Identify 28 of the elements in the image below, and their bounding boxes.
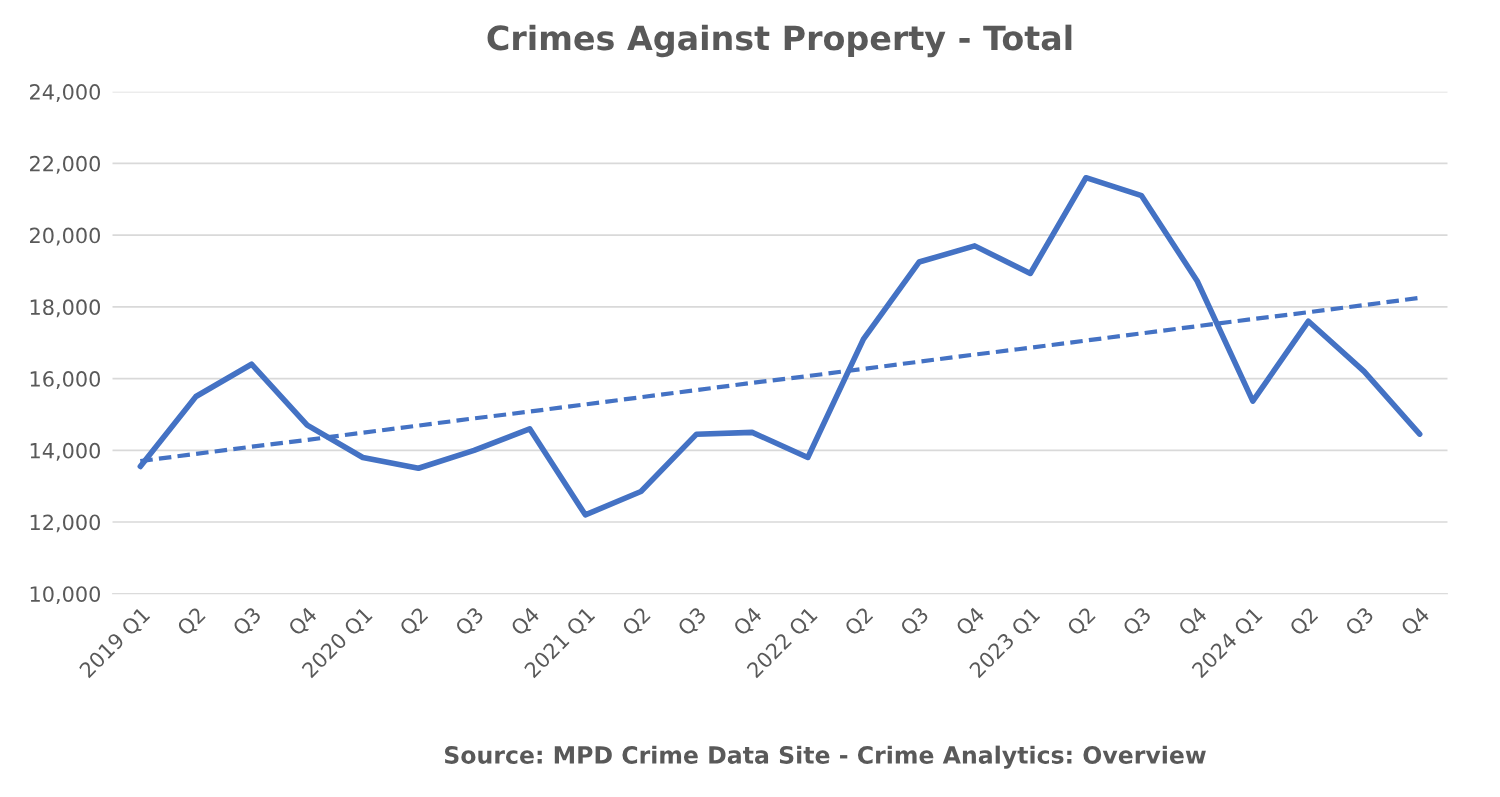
x-tick-label: Q4 xyxy=(1399,605,1432,639)
y-tick-label: 10,000 xyxy=(30,586,101,605)
x-tick-label: Q3 xyxy=(454,606,486,639)
x-tick-label: Q4 xyxy=(954,605,987,639)
y-tick-label: 24,000 xyxy=(30,84,101,102)
x-tick-label: Q2 xyxy=(621,606,653,639)
y-tick-label: 16,000 xyxy=(30,371,101,389)
x-tick-label: Q3 xyxy=(1121,606,1154,639)
y-tick-label: 20,000 xyxy=(30,227,101,246)
x-tick-label: Q2 xyxy=(1288,606,1321,639)
source-note: Source: MPD Crime Data Site - Crime Analytics: Overview xyxy=(444,745,1206,769)
x-tick-label: Q3 xyxy=(231,606,264,639)
x-tick-label: Q3 xyxy=(1344,606,1376,639)
x-tick-label: Q2 xyxy=(843,606,876,639)
x-tick-label: Q4 xyxy=(1177,605,1210,639)
y-tick-label: 22,000 xyxy=(30,155,101,174)
y-tick-label: 12,000 xyxy=(30,514,101,533)
x-tick-label: Q2 xyxy=(176,606,208,639)
x-tick-label: Q4 xyxy=(732,605,765,639)
y-tick-label: 14,000 xyxy=(30,442,101,461)
y-tick-label: 18,000 xyxy=(30,299,101,318)
chart-title: Crimes Against Property - Total xyxy=(487,24,1072,58)
x-tick-label: Q4 xyxy=(509,605,542,639)
x-tick-label: Q2 xyxy=(398,606,431,639)
x-tick-label: Q2 xyxy=(1066,606,1098,639)
x-tick-label: Q4 xyxy=(287,605,320,639)
x-tick-label: Q3 xyxy=(676,606,709,639)
x-tick-label: Q3 xyxy=(899,606,931,639)
